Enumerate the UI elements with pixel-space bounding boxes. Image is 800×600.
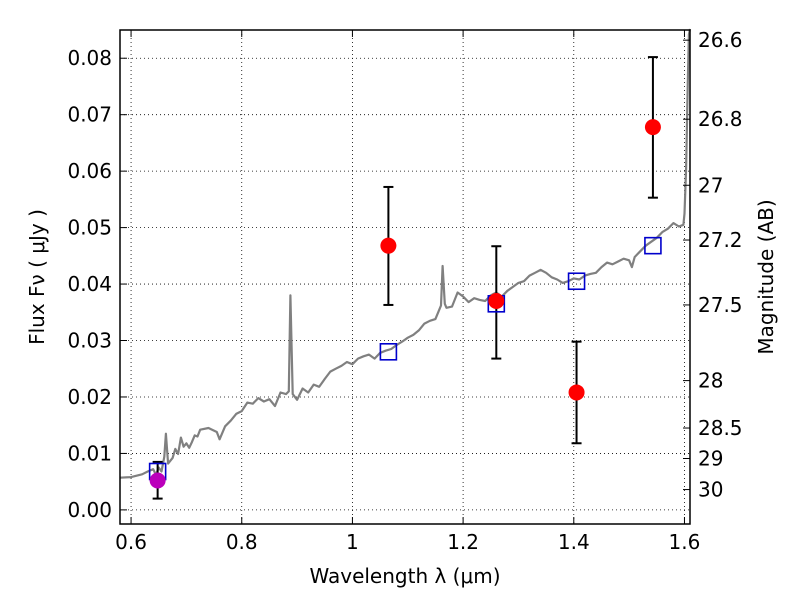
data-points-layer [148,56,662,500]
right-tick-label: 27 [698,173,723,197]
x-tick-label: 1.4 [558,530,590,554]
right-tick-label: 26.6 [698,28,743,52]
model-point [567,272,586,291]
right-tick-label: 27.2 [698,228,743,252]
y-tick-label: 0.07 [67,103,112,127]
x-tick-label: 1.2 [447,530,479,554]
right-tick-label: 29 [698,447,723,471]
axis-tick-labels: 0.6 0.8 1 1.2 1.4 1.6 0.00 0.01 0.02 0.03 0.04 0.05… [67,28,742,554]
observed-point [488,292,505,309]
right-tick-label: 26.8 [698,107,743,131]
y-axis-title: Flux Fν ( μJy ) [25,209,49,345]
observed-point [644,119,661,136]
x-tick-label: 0.8 [226,530,258,554]
plot-background [120,30,690,524]
right-tick-label: 28.5 [698,416,743,440]
plot-frame [119,29,691,525]
axis-ticks [120,30,690,524]
model-spectrum-layer [119,28,692,479]
right-tick-label: 27.5 [698,293,743,317]
y-tick-label: 0.00 [67,498,112,522]
observed-point [568,384,585,401]
y-tick-label: 0.04 [67,272,112,296]
model-point [379,343,398,361]
right-tick-label: 28 [698,369,723,393]
right-tick-label: 30 [698,478,723,502]
y-tick-label: 0.05 [67,216,112,240]
model-point [644,236,662,255]
x-axis-title: Wavelength λ (μm) [309,564,500,588]
x-tick-label: 0.6 [115,530,147,554]
model-spectrum-line [119,28,692,479]
y-tick-label: 0.08 [67,46,112,70]
y-tick-label: 0.03 [67,329,112,353]
observed-point [380,237,397,254]
optical-point [149,472,166,489]
x-tick-label: 1.6 [669,530,701,554]
x-tick-label: 1 [346,530,359,554]
y-tick-label: 0.02 [67,385,112,409]
y-tick-label: 0.01 [67,441,112,465]
y-tick-label: 0.06 [67,159,112,183]
right-axis-title: Magnitude (AB) [754,199,778,354]
